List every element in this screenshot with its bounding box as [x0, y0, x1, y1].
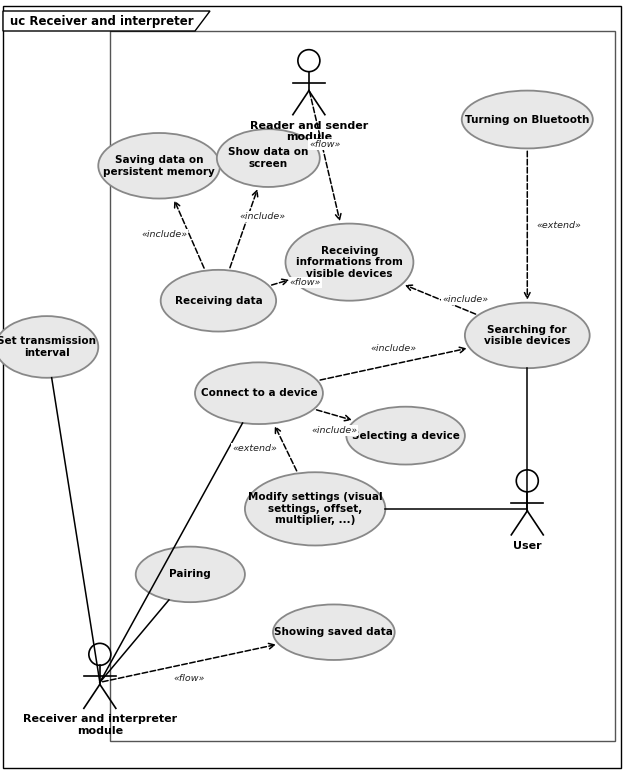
Text: Saving data on
persistent memory: Saving data on persistent memory	[103, 155, 215, 177]
Text: Modify settings (visual
settings, offset,
multiplier, ...): Modify settings (visual settings, offset…	[248, 492, 383, 526]
Text: «include»: «include»	[311, 426, 358, 435]
Text: «extend»: «extend»	[536, 221, 581, 230]
Circle shape	[516, 470, 539, 492]
Text: Reader and sender
module: Reader and sender module	[250, 121, 368, 143]
Text: User: User	[513, 541, 542, 550]
Text: Receiver and interpreter
module: Receiver and interpreter module	[23, 715, 177, 736]
Ellipse shape	[160, 270, 276, 332]
Text: Showing saved data: Showing saved data	[275, 628, 393, 637]
Text: «extend»: «extend»	[232, 444, 277, 453]
Bar	[110, 31, 615, 741]
Text: «flow»: «flow»	[173, 674, 205, 683]
Ellipse shape	[245, 472, 385, 546]
Text: uc Receiver and interpreter: uc Receiver and interpreter	[10, 15, 193, 28]
Ellipse shape	[462, 91, 593, 148]
Text: Connect to a device: Connect to a device	[201, 389, 317, 398]
Text: «include»: «include»	[442, 295, 488, 304]
Ellipse shape	[346, 406, 465, 464]
Text: Show data on
screen: Show data on screen	[228, 147, 308, 169]
Text: «include»: «include»	[371, 345, 416, 353]
Text: Selecting a device: Selecting a device	[352, 431, 459, 440]
Text: «include»: «include»	[141, 230, 187, 239]
Circle shape	[89, 643, 111, 665]
Ellipse shape	[0, 316, 99, 378]
Text: «flow»: «flow»	[309, 140, 340, 150]
Circle shape	[298, 49, 320, 72]
Ellipse shape	[136, 547, 245, 602]
Ellipse shape	[286, 224, 413, 301]
Ellipse shape	[217, 129, 319, 187]
Ellipse shape	[195, 362, 323, 424]
Polygon shape	[3, 11, 210, 31]
Text: Searching for
visible devices: Searching for visible devices	[484, 325, 570, 346]
Text: Pairing: Pairing	[170, 570, 211, 579]
Text: «flow»: «flow»	[290, 278, 321, 287]
Text: Receiving
informations from
visible devices: Receiving informations from visible devi…	[296, 245, 403, 279]
Text: «include»: «include»	[240, 212, 286, 221]
Text: Set transmission
interval: Set transmission interval	[0, 336, 96, 358]
Text: Turning on Bluetooth: Turning on Bluetooth	[465, 115, 590, 124]
Ellipse shape	[273, 604, 395, 660]
Text: Receiving data: Receiving data	[175, 296, 262, 305]
Ellipse shape	[465, 303, 590, 369]
Ellipse shape	[98, 133, 220, 199]
